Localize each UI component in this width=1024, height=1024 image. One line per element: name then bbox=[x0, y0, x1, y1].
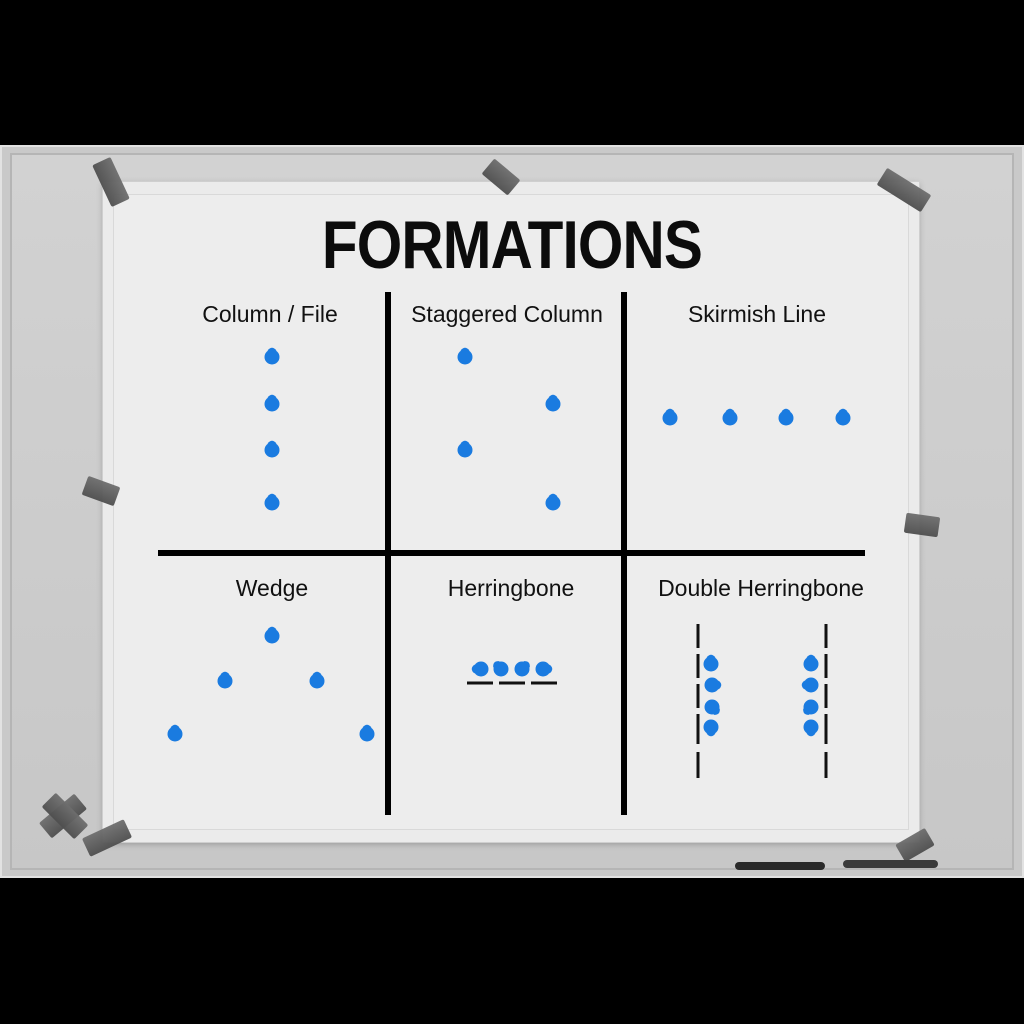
soldier-marker-icon bbox=[545, 394, 561, 412]
soldier-marker-icon bbox=[264, 394, 280, 412]
soldier-marker-icon bbox=[535, 661, 553, 677]
soldier-marker-icon bbox=[545, 493, 561, 511]
panel-label-herringbone: Herringbone bbox=[447, 575, 575, 601]
soldier-marker-icon bbox=[703, 654, 719, 672]
soldier-marker-icon bbox=[803, 654, 819, 672]
soldier-marker-icon bbox=[217, 671, 233, 689]
soldier-marker-icon bbox=[722, 408, 738, 426]
whiteboard-marker-icon[interactable] bbox=[735, 862, 825, 870]
soldier-marker-icon bbox=[167, 724, 183, 742]
formations-poster bbox=[103, 182, 919, 842]
whiteboard-marker-icon[interactable] bbox=[843, 860, 938, 868]
double-herringbone-sidelines bbox=[696, 624, 828, 778]
soldier-marker-icon bbox=[264, 440, 280, 458]
soldier-marker-icon bbox=[801, 677, 819, 693]
poster-inner-border bbox=[113, 194, 909, 830]
soldier-marker-icon bbox=[309, 671, 325, 689]
soldier-marker-icon bbox=[457, 440, 473, 458]
soldier-marker-icon bbox=[799, 696, 822, 719]
soldier-marker-icon bbox=[359, 724, 375, 742]
soldier-marker-icon bbox=[704, 677, 722, 693]
soldier-marker-icon bbox=[489, 657, 512, 680]
soldier-marker-icon bbox=[264, 493, 280, 511]
grid-lines bbox=[158, 292, 865, 815]
soldier-marker-icon bbox=[264, 347, 280, 365]
soldier-marker-icon bbox=[835, 408, 851, 426]
panel-label-double-herringbone: Double Herringbone bbox=[658, 575, 864, 601]
soldier-marker-icon bbox=[701, 696, 724, 719]
soldier-marker-icon bbox=[778, 408, 794, 426]
panel-label-column-file: Column / File bbox=[202, 301, 338, 327]
panel-label-skirmish-line: Skirmish Line bbox=[687, 301, 827, 327]
poster-title: FORMATIONS bbox=[321, 207, 703, 283]
soldier-marker-icon bbox=[457, 347, 473, 365]
panel-label-wedge: Wedge bbox=[235, 575, 309, 601]
soldier-marker-icon bbox=[471, 661, 489, 677]
soldier-marker-icon bbox=[803, 719, 819, 737]
soldier-marker-icon bbox=[511, 657, 534, 680]
soldier-marker-icon bbox=[703, 719, 719, 737]
soldier-marker-icon bbox=[662, 408, 678, 426]
soldier-marker-icon bbox=[264, 626, 280, 644]
panel-label-staggered-column: Staggered Column bbox=[411, 301, 603, 327]
